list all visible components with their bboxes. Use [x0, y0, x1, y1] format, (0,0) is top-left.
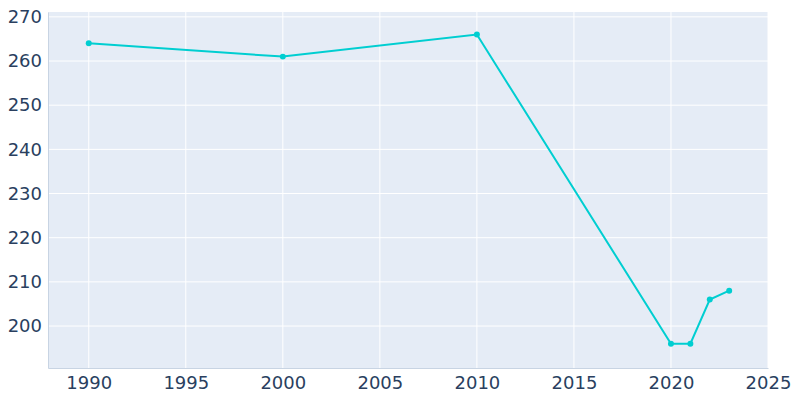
tick-label: 270 [8, 6, 42, 27]
tick-label: 2000 [260, 372, 306, 393]
tick: 200 [8, 315, 48, 336]
tick-label: 210 [8, 271, 42, 292]
grid-line-x [185, 12, 186, 368]
tick-label: 220 [8, 227, 42, 248]
grid-line-y [48, 61, 768, 62]
tick: 2025 [746, 368, 792, 393]
grid-line-x [282, 12, 283, 368]
chart: 1990 1995 2000 2005 2010 2015 2020 2025 200 210 22… [0, 0, 800, 400]
y-axis-line [48, 13, 49, 369]
tick-label: 260 [8, 50, 42, 71]
point [86, 40, 92, 46]
tick-label: 240 [8, 139, 42, 160]
tick: 2000 [260, 368, 306, 393]
tick-label: 2020 [649, 372, 695, 393]
tick-label: 2025 [746, 372, 792, 393]
tick: 1990 [66, 368, 112, 393]
tick: 2015 [552, 368, 598, 393]
tick: 2010 [454, 368, 500, 393]
grid-line-x [379, 12, 380, 368]
line [89, 35, 729, 344]
grid-line-x [88, 12, 89, 368]
tick-label: 2005 [357, 372, 403, 393]
y-axis: 200 210 220 230 240 250 260 270 [8, 6, 49, 368]
x-axis: 1990 1995 2000 2005 2010 2015 2020 2025 [49, 368, 792, 393]
tick: 260 [8, 50, 48, 71]
tick-label: 230 [8, 183, 42, 204]
point [707, 297, 713, 303]
grid-line-y [48, 281, 768, 282]
tick: 2020 [649, 368, 695, 393]
tick: 2005 [357, 368, 403, 393]
tick-label: 2010 [454, 372, 500, 393]
tick-label: 200 [8, 315, 42, 336]
point [687, 341, 693, 347]
grid-line-x [768, 12, 769, 368]
grid-line-y [48, 149, 768, 150]
tick: 230 [8, 183, 48, 204]
tick-label: 2015 [552, 372, 598, 393]
grid-line-x [670, 12, 671, 368]
tick: 240 [8, 139, 48, 160]
grid-line-y [48, 16, 768, 17]
grid [48, 12, 768, 368]
tick-label: 1995 [163, 372, 209, 393]
tick: 220 [8, 227, 48, 248]
grid-line-x [476, 12, 477, 368]
point [668, 341, 674, 347]
grid-line-y [48, 105, 768, 106]
series [86, 32, 732, 347]
plot-background [48, 12, 768, 368]
grid-line-y [48, 193, 768, 194]
tick: 1995 [163, 368, 209, 393]
point [726, 288, 732, 294]
tick-label: 250 [8, 94, 42, 115]
plot: 1990 1995 2000 2005 2010 2015 2020 2025 200 210 22… [8, 6, 792, 393]
point [474, 32, 480, 38]
point [280, 54, 286, 60]
tick: 270 [8, 6, 48, 27]
tick: 250 [8, 94, 48, 115]
tick-label: 1990 [66, 372, 112, 393]
x-axis-line [49, 368, 769, 369]
grid-line-y [48, 237, 768, 238]
tick: 210 [8, 271, 48, 292]
